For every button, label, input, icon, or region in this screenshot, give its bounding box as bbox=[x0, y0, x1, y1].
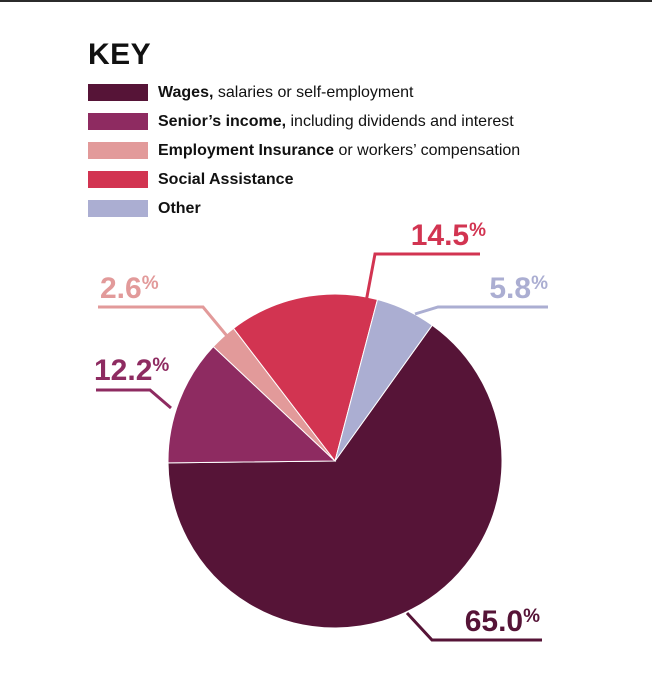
data-label-wages: 65.0% bbox=[465, 605, 540, 638]
data-label-seniors-income: 12.2% bbox=[94, 354, 169, 387]
legend-swatch-employment-insurance bbox=[88, 142, 148, 159]
leader-line-employment-insurance bbox=[98, 305, 229, 337]
leader-line-wages bbox=[405, 611, 542, 642]
legend-label-wages: Wages, salaries or self-employment bbox=[158, 83, 414, 101]
pie-slice-seniors-income bbox=[167, 345, 337, 464]
legend-swatch-other bbox=[88, 200, 148, 217]
pie-slice-wages bbox=[167, 324, 503, 629]
legend-label-social-assistance: Social Assistance bbox=[158, 170, 294, 188]
legend-item-wages: Wages, salaries or self-employment bbox=[88, 78, 520, 107]
leader-line-seniors-income bbox=[96, 388, 172, 410]
legend-swatch-social-assistance bbox=[88, 171, 148, 188]
legend-label-seniors-income: Senior’s income, including dividends and… bbox=[158, 112, 514, 130]
legend-item-other: Other bbox=[88, 194, 520, 223]
data-label-social-assistance: 14.5% bbox=[411, 219, 486, 252]
legend-label-other: Other bbox=[158, 199, 201, 217]
pie-slice-other bbox=[334, 298, 433, 462]
data-label-employment-insurance: 2.6% bbox=[100, 272, 159, 305]
leader-line-social-assistance bbox=[364, 252, 480, 303]
top-rule bbox=[0, 0, 652, 2]
legend-item-employment-insurance: Employment Insurance or workers’ compens… bbox=[88, 136, 520, 165]
legend-item-social-assistance: Social Assistance bbox=[88, 165, 520, 194]
legend-label-employment-insurance: Employment Insurance or workers’ compens… bbox=[158, 141, 521, 159]
key-title: KEY bbox=[88, 38, 152, 71]
legend-swatch-wages bbox=[88, 84, 148, 101]
data-label-other: 5.8% bbox=[489, 272, 548, 305]
legend-item-seniors-income: Senior’s income, including dividends and… bbox=[88, 107, 520, 136]
legend: Wages, salaries or self-employment Senio… bbox=[88, 78, 520, 223]
leader-line-other bbox=[414, 305, 548, 316]
legend-swatch-seniors-income bbox=[88, 113, 148, 130]
